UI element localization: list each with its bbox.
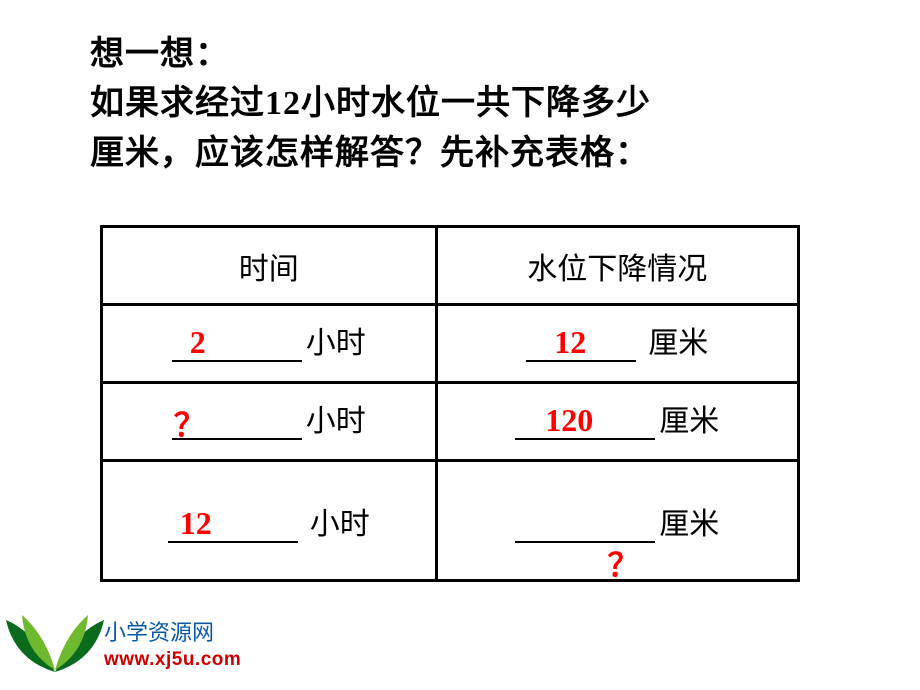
cell-level-2: 120 厘米	[436, 383, 798, 461]
question-line-3: 厘米，应该怎样解答？先补充表格：	[90, 129, 850, 178]
table-row: ？ 小时 120 厘米	[102, 383, 799, 461]
logo-cn-text: 小学资源网	[104, 615, 241, 647]
table-header-row: 时间 水位下降情况	[102, 227, 799, 305]
header-level: 水位下降情况	[436, 227, 798, 305]
cell-time-3: 12 小时	[102, 461, 437, 581]
header-time: 时间	[102, 227, 437, 305]
question-line-2: 如果求经过12小时水位一共下降多少	[90, 79, 850, 128]
blank-time-2: ？	[172, 406, 302, 440]
table-row: 12 小时 厘米 ？	[102, 461, 799, 581]
unit-time-3: 小时	[310, 499, 370, 543]
table-row: 2 小时 12 厘米	[102, 305, 799, 383]
cell-level-1: 12 厘米	[436, 305, 798, 383]
fill-level-1: 12	[554, 324, 586, 361]
question-mark-below: ？	[608, 540, 640, 586]
logo-text: 小学资源网 www.xj5u.com	[104, 615, 241, 671]
blank-level-3	[515, 509, 655, 543]
blank-level-1: 12	[526, 328, 636, 362]
unit-level-3: 厘米	[659, 499, 719, 543]
fill-time-2: ？	[174, 400, 206, 446]
blank-level-2: 120	[515, 406, 655, 440]
site-logo: 小学资源网 www.xj5u.com	[0, 600, 241, 685]
leaf-icon	[0, 600, 110, 685]
unit-time-1: 小时	[306, 318, 366, 362]
unit-level-2: 厘米	[659, 396, 719, 440]
cell-level-3: 厘米 ？	[436, 461, 798, 581]
question-line-1: 想一想：	[90, 30, 850, 79]
question-block: 想一想： 如果求经过12小时水位一共下降多少 厘米，应该怎样解答？先补充表格：	[90, 30, 850, 178]
fill-level-2: 120	[545, 402, 593, 439]
logo-url-text: www.xj5u.com	[104, 649, 241, 671]
blank-time-3: 12	[168, 509, 298, 543]
fill-time-3: 12	[180, 505, 212, 542]
unit-time-2: 小时	[306, 396, 366, 440]
cell-time-2: ？ 小时	[102, 383, 437, 461]
cell-time-1: 2 小时	[102, 305, 437, 383]
fill-time-1: 2	[190, 324, 206, 361]
data-table: 时间 水位下降情况 2 小时 12 厘米	[100, 225, 800, 582]
unit-level-1: 厘米	[648, 318, 708, 362]
blank-time-1: 2	[172, 328, 302, 362]
